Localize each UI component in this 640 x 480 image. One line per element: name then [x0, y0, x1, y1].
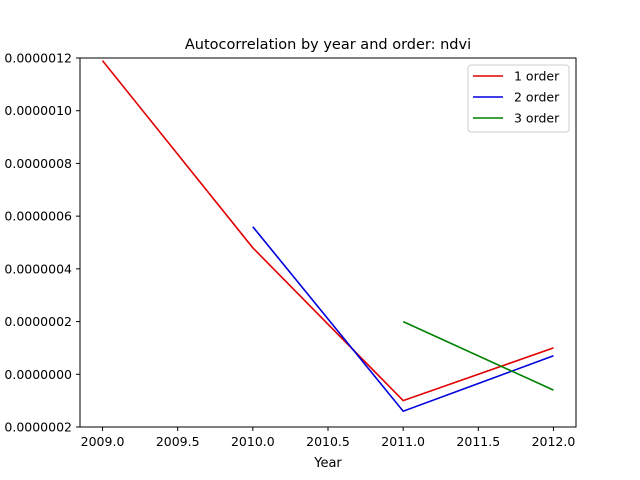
- x-tick-label: 2010.0: [231, 434, 275, 449]
- y-tick-label: 0.0000004: [4, 261, 72, 276]
- x-tick-label: 2011.0: [381, 434, 425, 449]
- legend: 1 order 2 order 3 order: [467, 64, 570, 133]
- y-tick-label: 0.0000002: [4, 314, 72, 329]
- x-tick-label: 2012.0: [532, 434, 576, 449]
- legend-items: 1 order 2 order 3 order: [473, 69, 560, 126]
- y-tick-label: 0.0000010: [4, 103, 72, 118]
- legend-label: 1 order: [514, 69, 560, 84]
- y-tick-label: 0.0000012: [4, 51, 72, 66]
- x-tick-label: 2009.5: [156, 434, 200, 449]
- y-axis: 0.0000002 0.0000000 0.0000002 0.0000004 0.00…: [4, 51, 80, 435]
- y-tick-label: 0.0000002: [4, 420, 72, 435]
- y-tick-label: 0.0000000: [4, 367, 72, 382]
- series-line-1-order: [101, 60, 554, 402]
- series-layer: [101, 60, 554, 413]
- y-tick-label: 0.0000006: [4, 209, 72, 224]
- x-tick-label: 2010.5: [306, 434, 350, 449]
- x-axis-label: Year: [313, 456, 342, 471]
- y-tick-label: 0.0000008: [4, 156, 72, 171]
- legend-label: 3 order: [514, 111, 560, 126]
- series-line-3-order: [402, 320, 554, 391]
- series-line-2-order: [252, 226, 554, 413]
- x-tick-label: 2011.5: [456, 434, 500, 449]
- x-tick-label: 2009.0: [81, 434, 125, 449]
- legend-box: [467, 64, 570, 133]
- legend-label: 2 order: [514, 90, 560, 105]
- chart-title: Autocorrelation by year and order: ndvi: [185, 37, 471, 53]
- x-axis: 2009.0 2009.5 2010.0 2010.5 2011.0 2011.5 2012…: [81, 427, 576, 449]
